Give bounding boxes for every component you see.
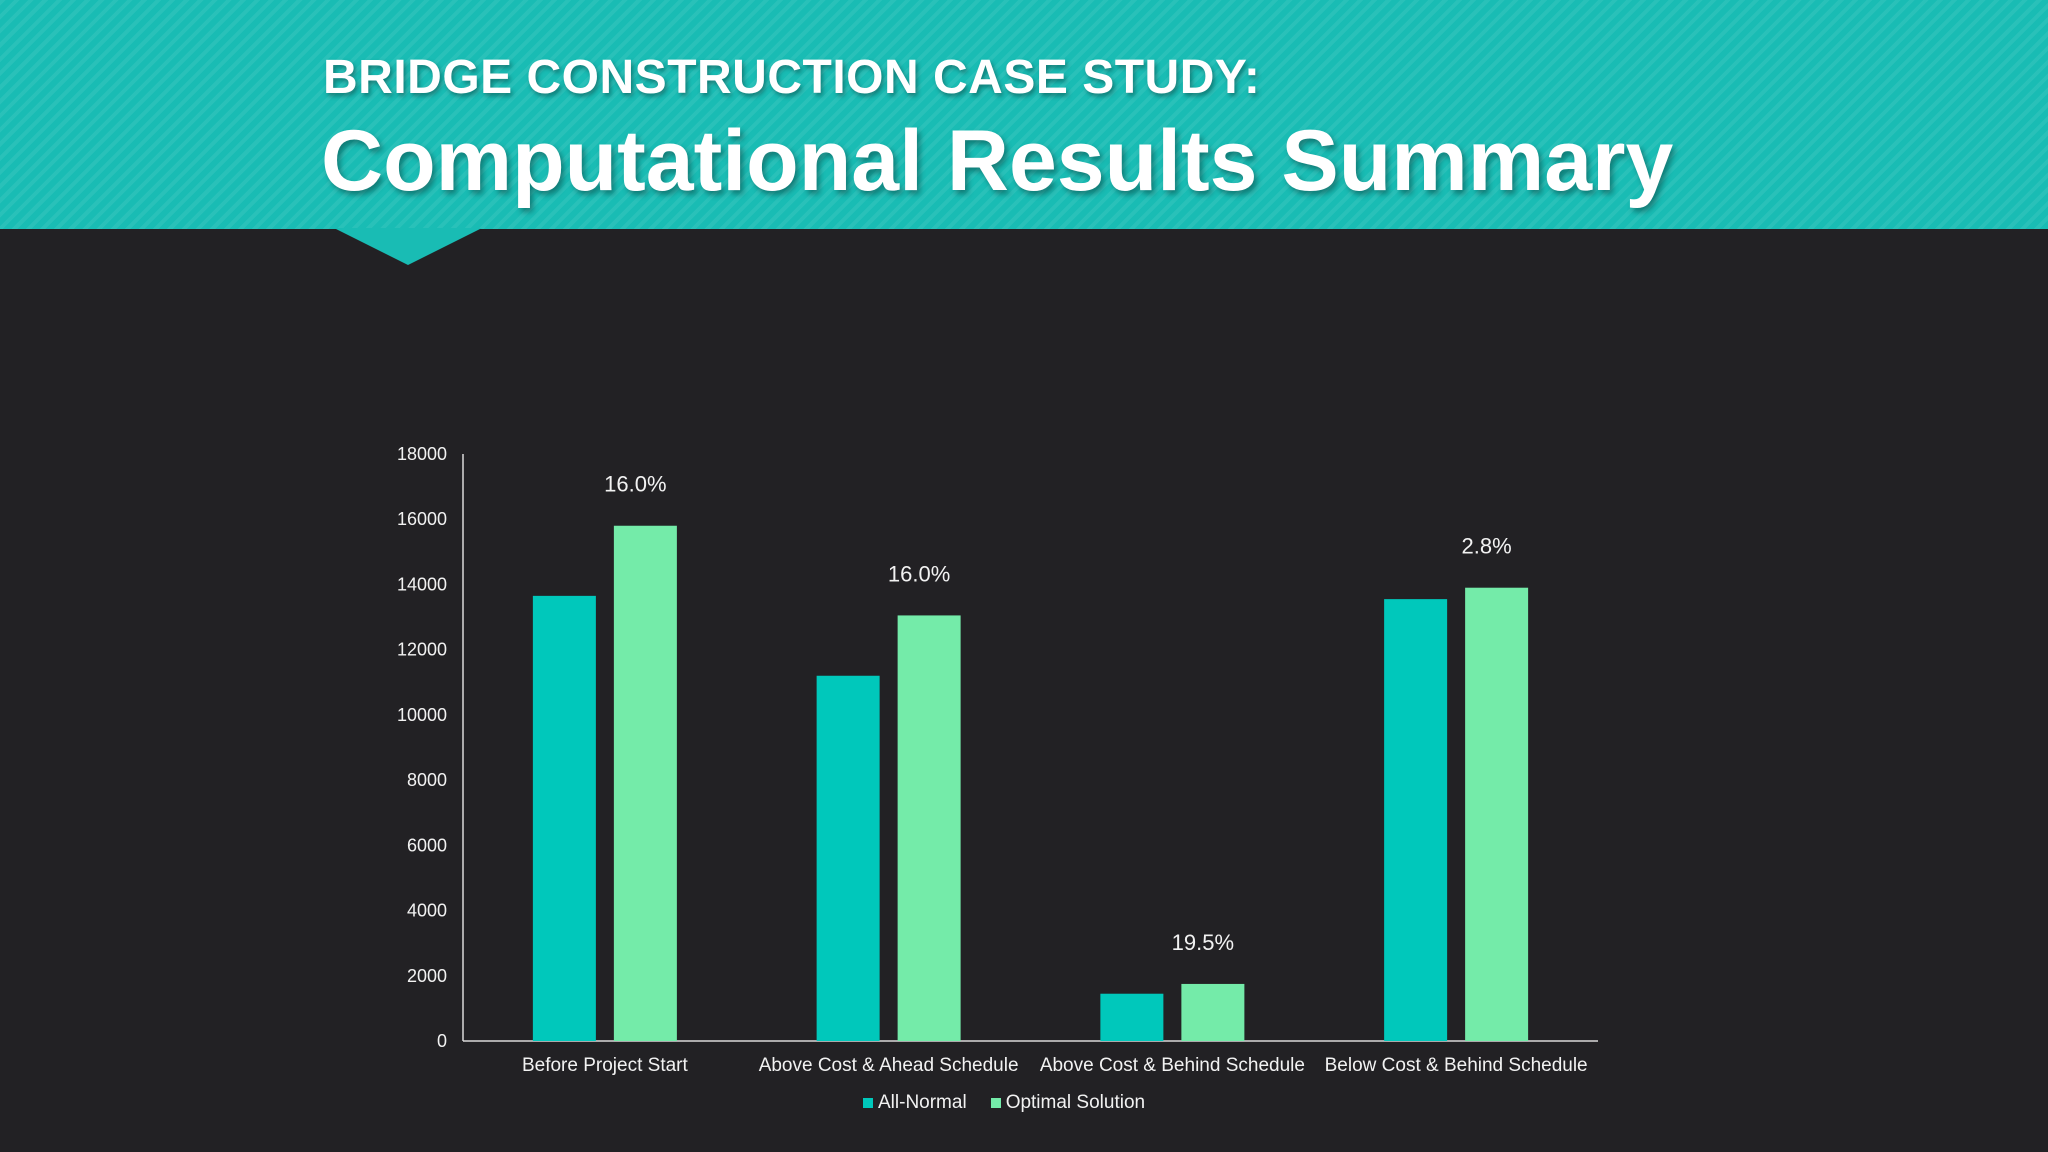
x-tick-label: Below Cost & Behind Schedule — [1325, 1055, 1588, 1076]
x-tick-label: Above Cost & Ahead Schedule — [759, 1055, 1019, 1076]
bar-optimal-solution — [1465, 587, 1529, 1041]
legend-swatch-all-normal — [863, 1098, 873, 1108]
data-label-percent: 16.0% — [888, 561, 950, 586]
bar-all-normal — [1100, 993, 1164, 1041]
slide-subtitle: BRIDGE CONSTRUCTION CASE STUDY: — [323, 51, 1261, 104]
y-tick-label: 12000 — [397, 640, 447, 660]
y-tick-label: 2000 — [407, 966, 447, 986]
y-tick-label: 4000 — [407, 901, 447, 921]
bar-all-normal — [532, 595, 596, 1041]
legend-swatch-optimal-solution — [990, 1098, 1001, 1108]
y-tick-label: 0 — [437, 1031, 447, 1051]
bar-all-normal — [1384, 599, 1448, 1041]
x-tick-label: Above Cost & Behind Schedule — [1040, 1055, 1305, 1076]
title-banner — [0, 0, 2048, 229]
bar-optimal-solution — [897, 615, 961, 1041]
y-tick-label: 14000 — [397, 574, 447, 594]
y-tick-label: 16000 — [397, 509, 447, 529]
x-tick-label: Before Project Start — [522, 1055, 689, 1076]
slide-title: Computational Results Summary — [321, 113, 1674, 209]
bar-optimal-solution — [613, 525, 677, 1041]
legend-item-all-normal: All-Normal — [863, 1092, 967, 1114]
y-tick-label: 8000 — [407, 770, 447, 790]
data-label-percent: 19.5% — [1172, 930, 1234, 955]
chart-legend: All-Normal Optimal Solution — [863, 1092, 1169, 1114]
legend-label-optimal-solution: Optimal Solution — [1005, 1092, 1146, 1113]
banner-notch — [334, 228, 482, 265]
legend-label-all-normal: All-Normal — [878, 1092, 967, 1113]
y-tick-label: 18000 — [397, 444, 447, 464]
y-tick-label: 10000 — [397, 705, 447, 725]
legend-item-optimal-solution: Optimal Solution — [990, 1092, 1146, 1114]
bar-optimal-solution — [1181, 983, 1245, 1041]
bar-all-normal — [816, 675, 880, 1041]
data-label-percent: 2.8% — [1462, 534, 1512, 559]
data-label-percent: 16.0% — [604, 472, 666, 497]
y-tick-label: 6000 — [407, 835, 447, 855]
